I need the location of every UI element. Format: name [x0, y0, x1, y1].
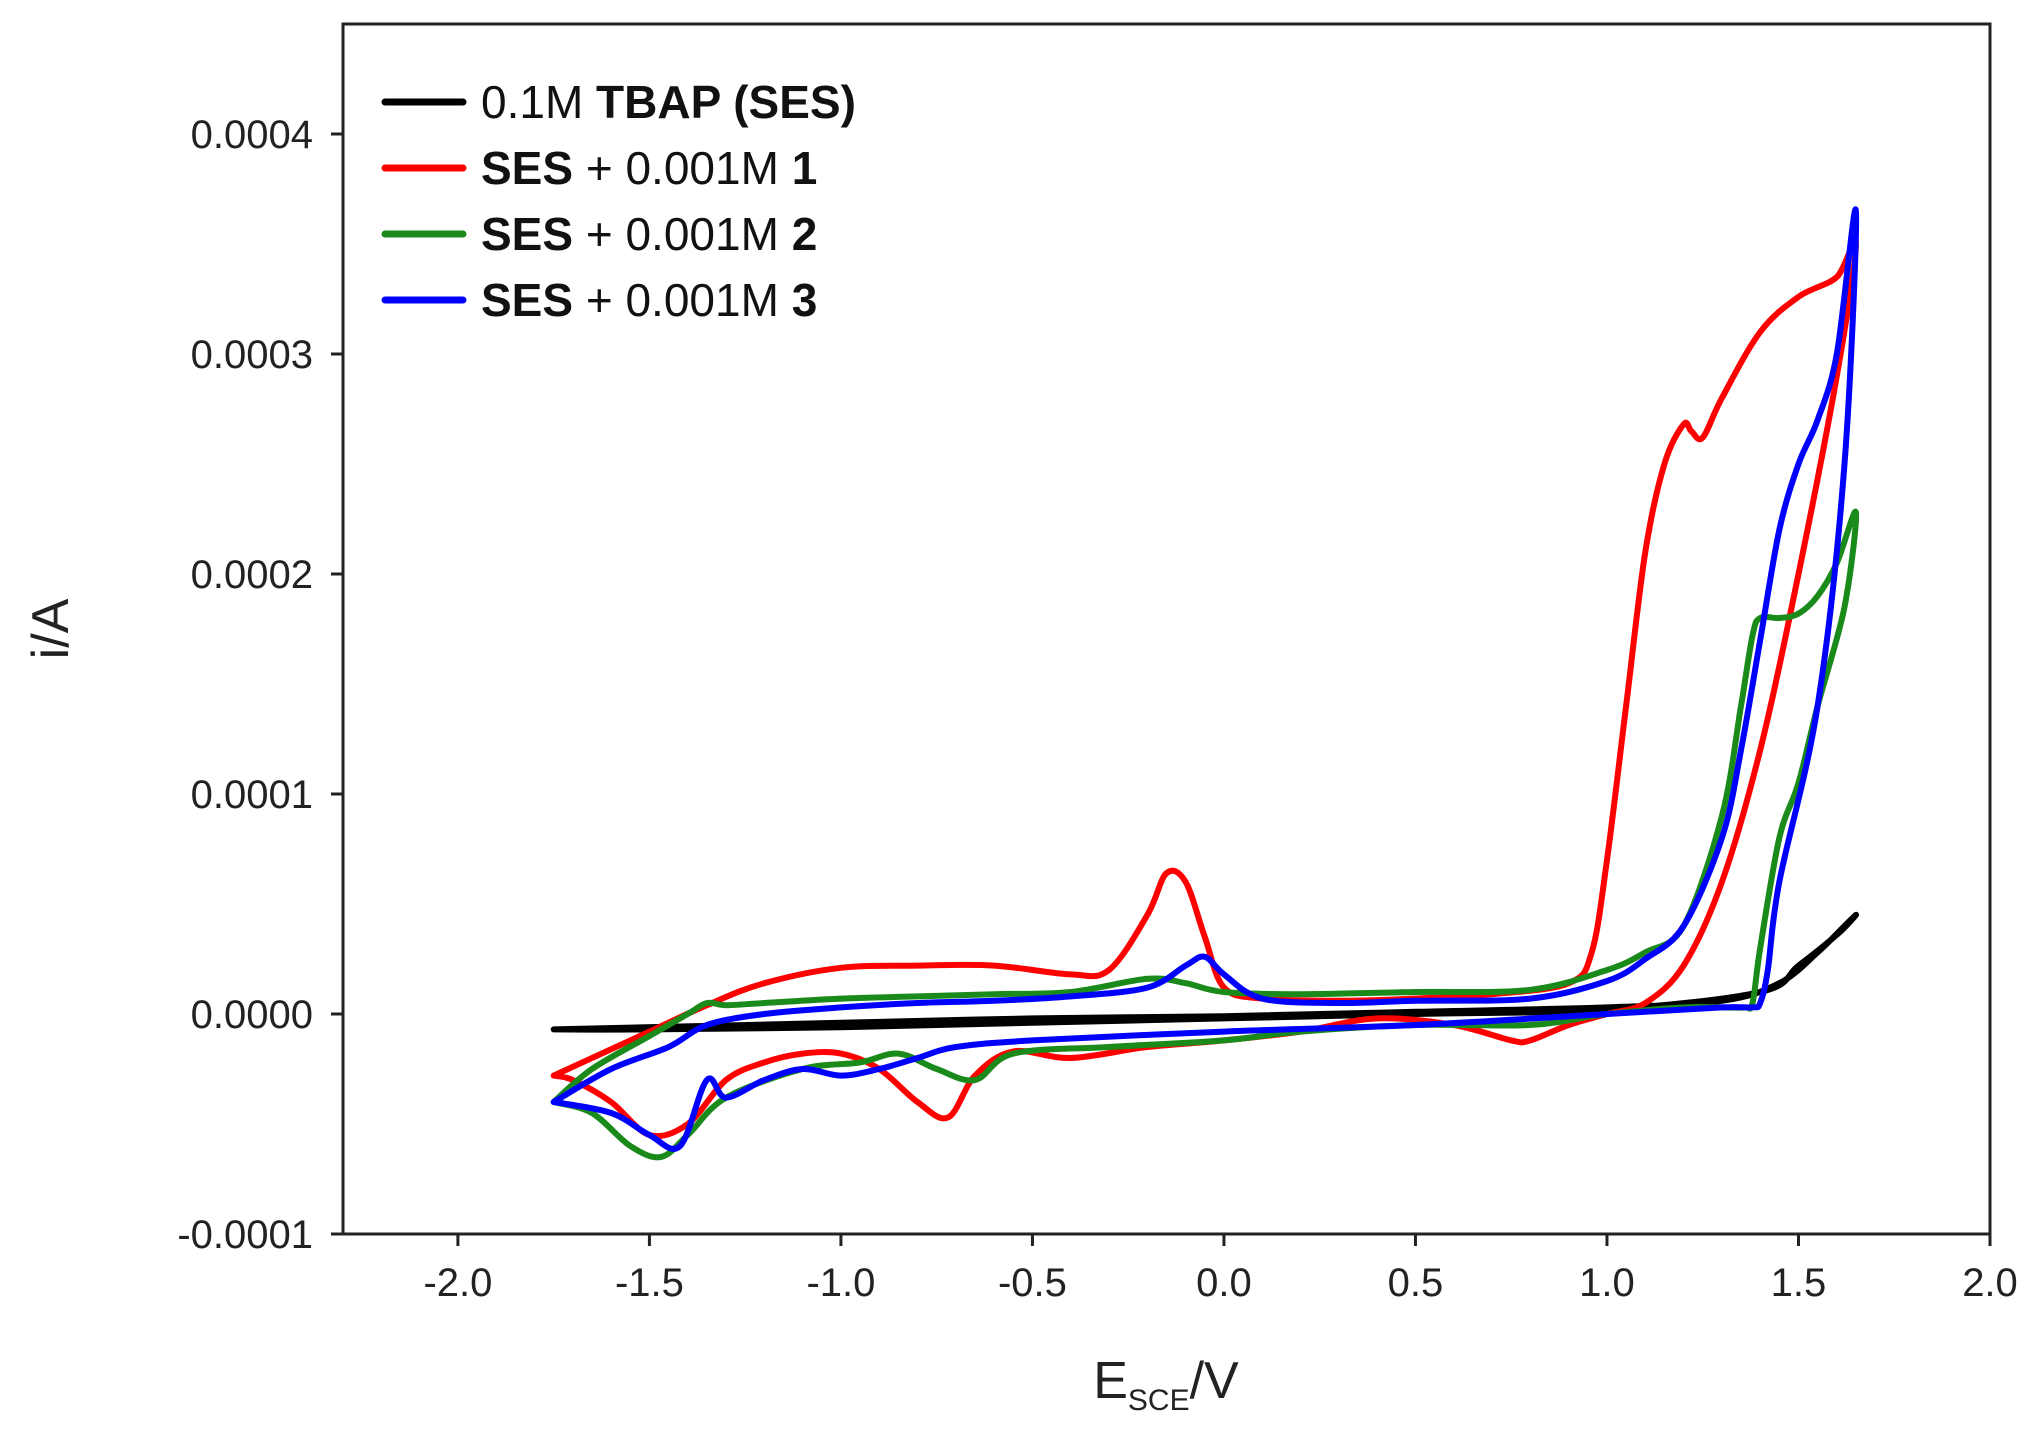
series-line-4	[550, 206, 1860, 1152]
x-tick-label: 2.0	[1962, 1261, 2018, 1305]
x-axis-title-subscript: SCE	[1128, 1384, 1190, 1417]
legend-label-part: TBAP (SES)	[596, 76, 856, 128]
legend-label-part: SES	[481, 142, 573, 194]
y-tick-label: 0.0001	[191, 773, 313, 817]
series-line-1	[550, 911, 1860, 1033]
series-layer	[550, 206, 1860, 1161]
series-line-2	[550, 237, 1859, 1140]
x-tick-label: 0.5	[1388, 1261, 1444, 1305]
x-axis-ticks: -2.0 -1.5 -1.0 -0.5 0.0 0.5 1.0 1.5 2.0	[423, 1234, 2018, 1305]
x-tick-label: -1.5	[615, 1261, 684, 1305]
x-tick-label: 1.5	[1771, 1261, 1827, 1305]
x-tick-label: -1.0	[806, 1261, 875, 1305]
y-tick-label: 0.0004	[191, 113, 313, 157]
legend-label-part: + 0.001M	[573, 142, 792, 194]
plot-frame	[341, 22, 1992, 1236]
legend-label-4: SES + 0.001M 3	[481, 274, 817, 326]
series-line-3	[550, 508, 1860, 1161]
legend-label-3: SES + 0.001M 2	[481, 208, 817, 260]
y-tick-label: -0.0001	[177, 1213, 313, 1257]
legend-label-part: SES	[481, 208, 573, 260]
legend-label-part: 2	[792, 208, 818, 260]
legend-label-part: SES	[481, 274, 573, 326]
legend-label-1: 0.1M TBAP (SES)	[481, 76, 856, 128]
x-axis-title-suffix: /V	[1190, 1352, 1239, 1410]
legend-label-2: SES + 0.001M 1	[481, 142, 817, 194]
y-tick-label: 0.0003	[191, 333, 313, 377]
y-axis-ticks: -0.0001 0.0000 0.0001 0.0002 0.0003 0.0004	[177, 113, 343, 1257]
x-axis-title-main: E	[1093, 1352, 1128, 1410]
legend-label-part: 3	[792, 274, 818, 326]
legend-label-part: + 0.001M	[573, 208, 792, 260]
x-tick-label: -2.0	[423, 1261, 492, 1305]
legend-label-part: + 0.001M	[573, 274, 792, 326]
y-tick-label: 0.0002	[191, 553, 313, 597]
legend-label-part: 0.1M	[481, 76, 596, 128]
x-tick-label: 1.0	[1579, 1261, 1635, 1305]
legend-label-part: 1	[792, 142, 818, 194]
x-tick-label: 0.0	[1196, 1261, 1252, 1305]
x-tick-label: -0.5	[998, 1261, 1067, 1305]
y-axis-title: i/A	[22, 598, 80, 659]
y-tick-label: 0.0000	[191, 993, 313, 1037]
x-axis-title: ESCE/V	[1093, 1352, 1239, 1417]
